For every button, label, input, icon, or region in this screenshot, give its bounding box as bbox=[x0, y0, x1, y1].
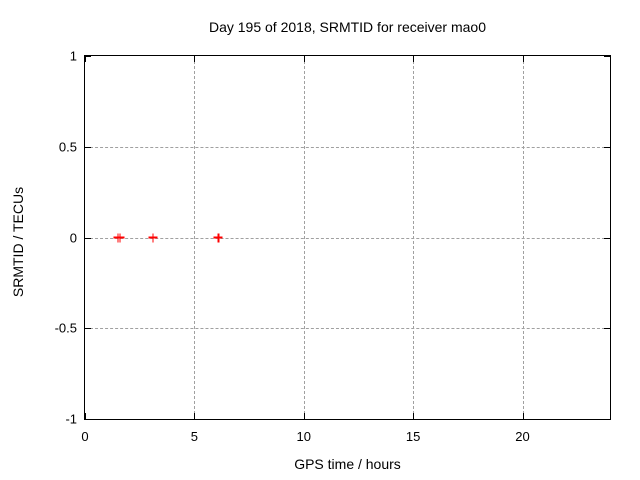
x-tick-mark-top bbox=[413, 56, 415, 62]
x-tick-label: 0 bbox=[81, 429, 89, 444]
x-tick-mark-top bbox=[85, 56, 86, 62]
y-tick-label: -1 bbox=[65, 411, 77, 427]
y-tick-mark-right bbox=[604, 328, 610, 330]
y-tick-mark-left bbox=[85, 146, 91, 148]
x-tick-label: 15 bbox=[405, 429, 421, 444]
x-tick-mark-bottom bbox=[85, 413, 86, 419]
y-tick-mark-right bbox=[604, 419, 610, 420]
y-tick-mark-right bbox=[604, 146, 610, 148]
y-tick-mark-left bbox=[85, 56, 91, 57]
data-point-marker bbox=[115, 233, 125, 242]
y-tick-label: 0.5 bbox=[58, 139, 77, 155]
x-tick-label: 5 bbox=[190, 429, 198, 444]
y-tick-label: -0.5 bbox=[54, 320, 77, 336]
y-gridline bbox=[85, 328, 610, 330]
x-tick-mark-bottom bbox=[413, 413, 415, 419]
y-gridline bbox=[85, 146, 610, 148]
x-tick-mark-bottom bbox=[194, 413, 196, 419]
x-tick-mark-bottom bbox=[303, 413, 305, 419]
y-tick-mark-left bbox=[85, 328, 91, 330]
x-tick-mark-top bbox=[303, 56, 305, 62]
y-tick-label: 0 bbox=[69, 230, 77, 245]
chart-title: Day 195 of 2018, SRMTID for receiver mao… bbox=[208, 19, 486, 35]
y-tick-mark-right bbox=[604, 56, 610, 57]
y-tick-mark-left bbox=[85, 419, 91, 420]
x-tick-mark-top bbox=[194, 56, 196, 62]
y-tick-mark-right bbox=[604, 237, 610, 239]
y-tick-mark-left bbox=[85, 237, 91, 239]
y-tick-label: 1 bbox=[69, 48, 77, 64]
y-gridline bbox=[85, 237, 610, 239]
x-tick-label: 10 bbox=[296, 429, 311, 444]
x-tick-mark-top bbox=[522, 56, 524, 62]
x-tick-label: 20 bbox=[515, 429, 530, 444]
plot-area bbox=[84, 55, 611, 420]
data-point-marker bbox=[148, 233, 158, 242]
x-axis-label: GPS time / hours bbox=[294, 456, 401, 472]
x-tick-mark-bottom bbox=[522, 413, 524, 419]
data-point-marker bbox=[213, 233, 223, 242]
